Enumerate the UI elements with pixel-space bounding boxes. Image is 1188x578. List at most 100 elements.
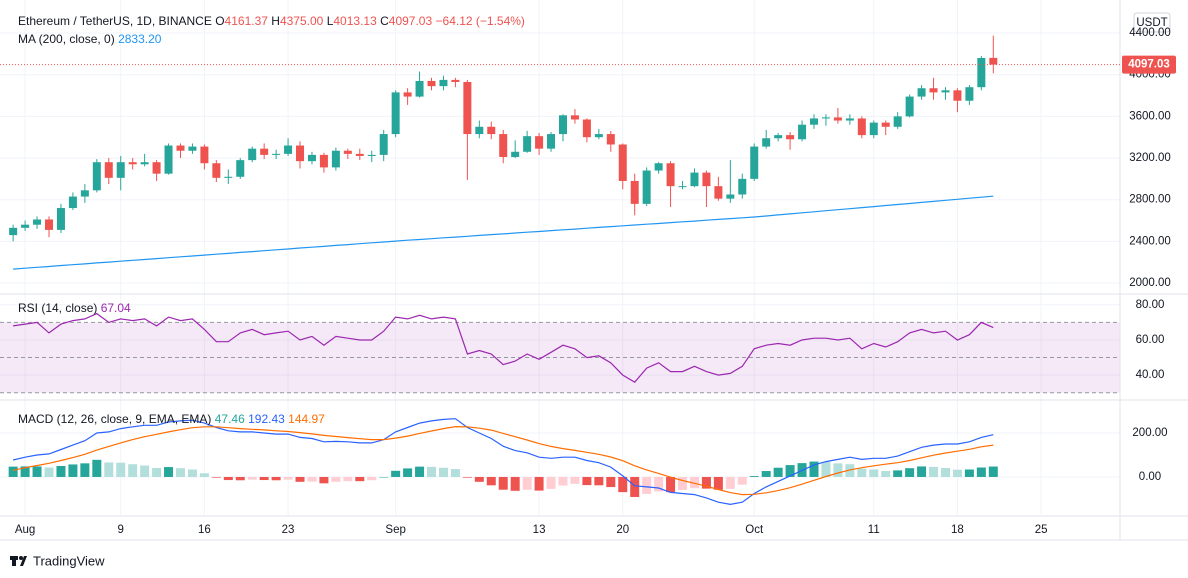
candle-body xyxy=(367,154,376,156)
candle-body xyxy=(774,135,783,139)
candle-body xyxy=(45,219,54,230)
macd-histogram-bar xyxy=(223,476,233,481)
candle-body xyxy=(176,145,185,151)
macd-histogram-bar xyxy=(558,476,568,486)
macd-histogram-bar xyxy=(438,467,448,477)
macd-histogram-bar xyxy=(319,476,329,484)
macd-histogram-bar xyxy=(594,476,604,486)
candle-body xyxy=(594,134,603,138)
candle-body xyxy=(917,88,926,97)
candle-body xyxy=(475,126,484,135)
y-tick-label: 2400.00 xyxy=(1129,235,1171,247)
macd-histogram-bar xyxy=(331,476,341,482)
macd-histogram-bar xyxy=(175,468,185,477)
macd-histogram-bar xyxy=(678,476,688,490)
macd-histogram-bar xyxy=(307,476,317,482)
last-price-label: 4097.03 xyxy=(1128,59,1170,71)
candle-body xyxy=(965,87,974,101)
candle-body xyxy=(690,172,699,187)
x-tick-label: Oct xyxy=(745,524,764,536)
candle-body xyxy=(104,162,113,178)
candle-body xyxy=(33,219,42,225)
candle-body xyxy=(786,135,795,140)
macd-histogram-bar xyxy=(510,476,520,491)
candle-body xyxy=(200,146,209,164)
macd-histogram-bar xyxy=(116,462,126,477)
macd-histogram-bar xyxy=(737,476,747,485)
ohlc-key: L xyxy=(327,14,334,28)
macd-histogram-bar xyxy=(295,476,305,482)
candle-body xyxy=(21,224,30,228)
macd-histogram-bar xyxy=(486,476,496,486)
macd-histogram-bar xyxy=(713,476,723,490)
macd-histogram-bar xyxy=(952,469,962,477)
ohlc-value: 4013.13 xyxy=(333,14,377,28)
macd-histogram-bar xyxy=(391,470,401,477)
macd-histogram-bar xyxy=(917,466,927,477)
grid xyxy=(0,0,1120,515)
macd-histogram-bar xyxy=(666,476,676,493)
macd-name: MACD (12, 26, close, 9, EMA, EMA) xyxy=(18,412,211,426)
macd-line xyxy=(12,418,994,506)
macd-histogram-bar xyxy=(570,476,580,484)
candle-body xyxy=(762,138,771,147)
candle-body xyxy=(343,150,352,154)
macd-histogram-bar xyxy=(462,476,472,478)
candle-body xyxy=(678,186,687,188)
candle-body xyxy=(379,134,388,155)
candle-body xyxy=(606,134,615,145)
y-tick-label: 0.00 xyxy=(1139,471,1161,483)
candle-body xyxy=(893,116,902,127)
macd-histogram-bar xyxy=(881,471,891,477)
ma-line xyxy=(13,195,994,270)
rsi-legend: RSI (14, close) 67.04 xyxy=(18,301,131,315)
candle-body xyxy=(463,81,472,135)
candle-body xyxy=(284,145,293,154)
macd-legend: MACD (12, 26, close, 9, EMA, EMA) 47.46 … xyxy=(18,412,325,426)
macd-histogram-bar xyxy=(905,468,915,477)
rsi-value: 67.04 xyxy=(101,301,131,315)
x-tick-label: 9 xyxy=(118,524,124,536)
candle-body xyxy=(319,154,328,168)
ohlc-value: 4161.37 xyxy=(225,14,269,28)
macd-histogram-bar xyxy=(355,476,365,482)
macd-histogram-bar xyxy=(642,476,652,494)
candle-body xyxy=(869,122,878,136)
ohlc-key: H xyxy=(271,14,280,28)
candle-body xyxy=(941,90,950,93)
candle-body xyxy=(439,79,448,87)
macd-histogram-bar xyxy=(379,476,389,478)
macd-histogram-bar xyxy=(92,459,102,477)
macd-histogram-bar xyxy=(654,476,664,492)
macd-histogram-bar xyxy=(809,461,819,477)
macd-histogram-bar xyxy=(20,466,30,477)
macd-histogram-bar xyxy=(940,467,950,477)
legend-line: Ethereum / TetherUS, 1D, BINANCE O4161.3… xyxy=(18,14,525,28)
macd-histogram-bar xyxy=(8,466,18,477)
macd-histogram-bar xyxy=(857,468,867,477)
branding: TradingView xyxy=(33,553,105,568)
currency-box[interactable] xyxy=(1133,12,1171,33)
candle-body xyxy=(630,180,639,204)
macd-histogram-bar xyxy=(689,476,699,489)
candle-body xyxy=(331,150,340,168)
y-tick-label: 200.00 xyxy=(1132,427,1167,439)
candle-body xyxy=(224,176,233,178)
candle-body xyxy=(68,196,77,209)
macd-histogram-bar xyxy=(152,467,162,477)
candle-body xyxy=(618,144,627,181)
macd-histogram-bar xyxy=(474,476,484,482)
candle-body xyxy=(164,145,173,174)
y-tick-label: 80.00 xyxy=(1136,299,1165,311)
candle-body xyxy=(116,162,125,178)
macd-histogram-bar xyxy=(498,476,508,490)
candle-body xyxy=(80,190,89,197)
candle-body xyxy=(929,88,938,93)
candle-body xyxy=(857,118,866,136)
signal-line xyxy=(12,425,994,496)
candle-body xyxy=(248,148,257,161)
ohlc-value: 4375.00 xyxy=(280,14,324,28)
macd-histogram-bar xyxy=(140,465,150,477)
